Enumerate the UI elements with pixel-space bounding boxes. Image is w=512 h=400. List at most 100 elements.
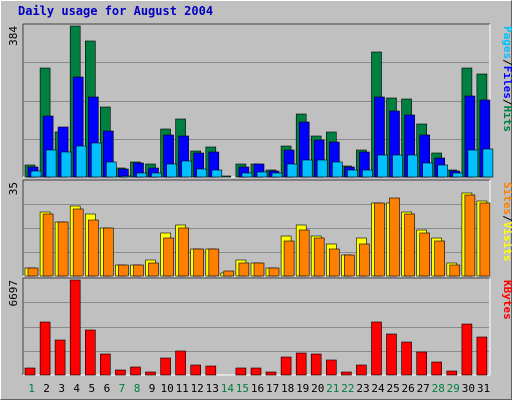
- bar-kbytes-day-18: [280, 356, 292, 376]
- bar-kbytes-day-12: [190, 364, 201, 376]
- bar-sites-day-24: [374, 202, 385, 277]
- bar-sites-day-11: [178, 227, 189, 277]
- bar-kbytes-day-23: [356, 364, 367, 376]
- bar-pages-day-10: [166, 163, 177, 178]
- bar-sites-day-18: [283, 240, 295, 277]
- bar-pages-day-29: [452, 172, 464, 178]
- bar-pages-day-7: [121, 175, 132, 178]
- bar-pages-day-25: [392, 154, 403, 178]
- bar-kbytes-day-24: [371, 321, 382, 376]
- x-tick-label-day-27: 27: [417, 382, 430, 395]
- x-tick-label-day-23: 23: [356, 382, 369, 395]
- bar-pages-day-24: [377, 154, 388, 178]
- x-tick-label-day-3: 3: [58, 382, 65, 395]
- bar-kbytes-day-19: [295, 352, 307, 376]
- x-tick-label-day-22: 22: [341, 382, 354, 395]
- bar-pages-day-23: [362, 169, 373, 178]
- bar-sites-day-26: [404, 213, 415, 277]
- series-label-part: Files: [501, 66, 512, 99]
- bar-sites-day-10: [163, 237, 174, 277]
- series-label-part: Hits: [501, 106, 512, 133]
- bar-pages-day-9: [151, 172, 162, 178]
- x-tick-label-day-24: 24: [371, 382, 385, 395]
- bar-pages-day-27: [422, 162, 434, 178]
- bar-kbytes-day-31: [476, 336, 488, 376]
- bar-sites-day-3: [57, 221, 69, 277]
- bar-kbytes-day-13: [205, 365, 217, 376]
- bar-pages-day-13: [211, 169, 223, 178]
- x-tick-label-day-7: 7: [119, 382, 126, 395]
- x-tick-label-day-25: 25: [386, 382, 399, 395]
- bar-pages-day-20: [316, 159, 328, 178]
- bar-pages-day-15: [241, 172, 253, 178]
- bar-kbytes-day-15: [235, 367, 247, 376]
- x-tick-label-day-5: 5: [88, 382, 95, 395]
- bar-pages-day-22: [347, 169, 358, 178]
- x-tick-label-day-4: 4: [73, 382, 80, 395]
- bar-sites-day-16: [253, 262, 265, 277]
- bar-kbytes-day-6: [100, 353, 111, 376]
- x-tick-label-day-29: 29: [447, 382, 460, 395]
- bar-pages-day-26: [407, 154, 418, 178]
- series-label-part: /: [501, 59, 512, 66]
- x-tick-label-day-8: 8: [134, 382, 141, 395]
- bar-pages-day-4: [75, 145, 87, 178]
- panel-middle-series-label: Sites/Visits: [501, 182, 512, 262]
- x-tick-label-day-20: 20: [311, 382, 324, 395]
- series-label-part: /: [501, 215, 512, 222]
- x-tick-label-day-12: 12: [191, 382, 204, 395]
- x-tick-label-day-19: 19: [296, 382, 309, 395]
- bar-pages-day-8: [136, 172, 147, 178]
- bar-kbytes-day-9: [145, 371, 156, 376]
- bar-sites-day-28: [434, 240, 446, 277]
- series-label-part: Pages: [501, 26, 512, 59]
- bar-kbytes-day-20: [310, 353, 322, 376]
- series-label-part: Sites: [501, 182, 512, 215]
- bar-sites-day-20: [313, 237, 325, 277]
- x-tick-label-day-10: 10: [160, 382, 173, 395]
- x-tick-label-day-16: 16: [251, 382, 264, 395]
- series-label-part: /: [501, 99, 512, 106]
- bar-sites-day-6: [103, 227, 114, 277]
- bar-kbytes-day-1: [24, 367, 36, 376]
- panel-top-ymax-label: 384: [7, 26, 20, 46]
- bar-sites-day-9: [148, 262, 159, 277]
- x-tick-label-day-1: 1: [28, 382, 35, 395]
- bar-kbytes-day-2: [39, 321, 51, 376]
- bar-sites-day-29: [449, 264, 461, 277]
- bar-pages-day-28: [437, 164, 449, 178]
- bar-sites-day-21: [328, 248, 340, 277]
- bar-kbytes-day-27: [416, 351, 428, 376]
- bar-kbytes-day-5: [85, 329, 96, 376]
- x-tick-label-day-2: 2: [43, 382, 50, 395]
- x-tick-label-day-28: 28: [432, 382, 445, 395]
- bar-pages-day-31: [482, 148, 494, 178]
- bar-pages-day-3: [60, 151, 72, 178]
- bar-kbytes-day-26: [401, 341, 412, 376]
- bar-pages-day-18: [286, 163, 298, 178]
- bar-sites-day-1: [27, 267, 39, 277]
- bar-kbytes-day-10: [160, 357, 171, 376]
- x-tick-label-day-30: 30: [462, 382, 475, 395]
- x-tick-label-day-9: 9: [149, 382, 156, 395]
- bar-sites-day-19: [298, 229, 310, 277]
- bar-sites-day-5: [88, 219, 99, 277]
- panel-bottom-ymax-label: 6697: [7, 280, 20, 307]
- bar-kbytes-day-21: [325, 359, 337, 376]
- bar-kbytes-day-8: [130, 366, 141, 376]
- bar-sites-day-23: [359, 243, 370, 277]
- bar-pages-day-11: [181, 160, 192, 178]
- bar-sites-day-13: [208, 248, 220, 277]
- bar-sites-day-31: [479, 202, 491, 277]
- panel-middle-ymax-label: 35: [7, 182, 20, 195]
- bar-pages-day-6: [106, 161, 117, 178]
- x-tick-label-day-17: 17: [266, 382, 279, 395]
- bar-pages-day-19: [301, 159, 313, 178]
- x-tick-label-day-6: 6: [104, 382, 111, 395]
- bar-sites-day-15: [238, 262, 250, 277]
- bar-kbytes-day-17: [265, 371, 277, 376]
- bar-pages-day-1: [30, 170, 42, 178]
- x-tick-label-day-14: 14: [221, 382, 235, 395]
- bar-kbytes-day-22: [341, 371, 352, 376]
